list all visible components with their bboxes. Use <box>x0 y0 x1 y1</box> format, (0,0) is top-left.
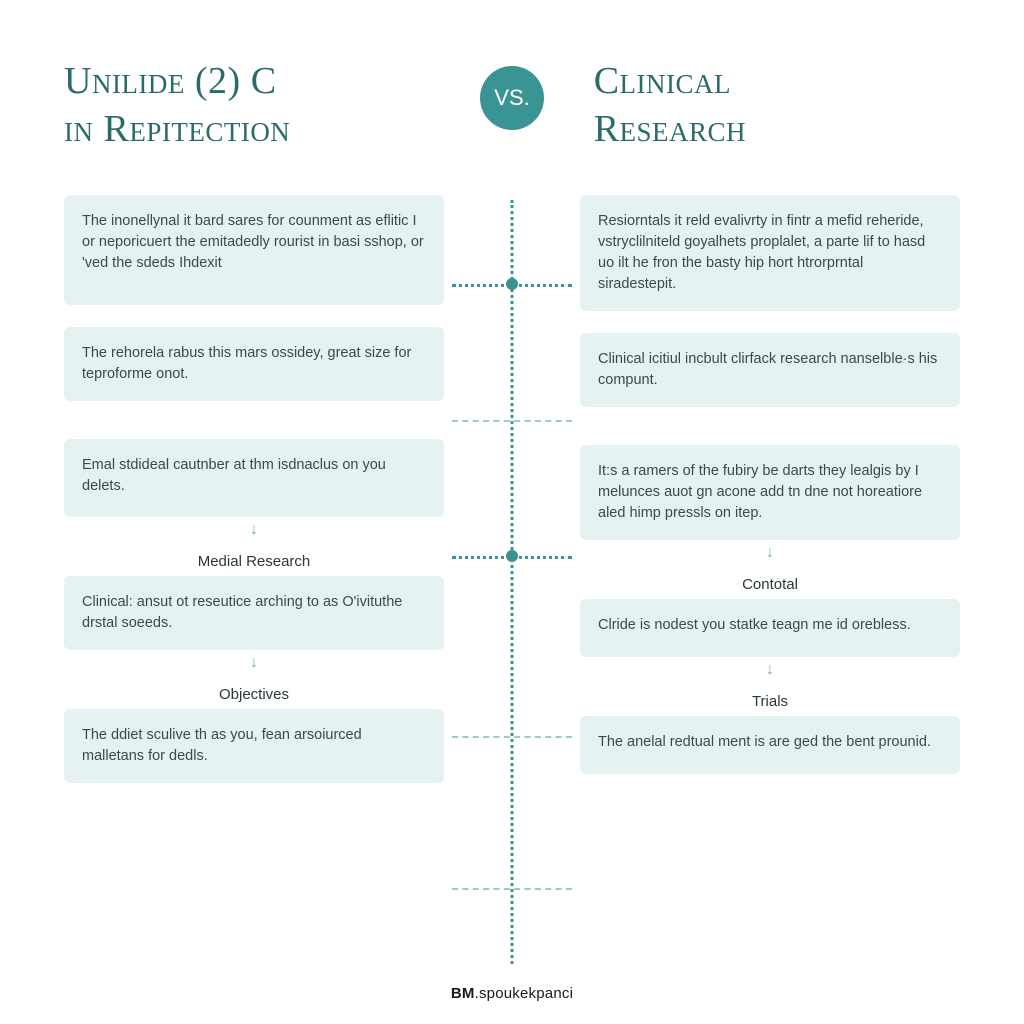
left-card-5: The ddiet sculive th as you, fean arsoiu… <box>64 709 444 783</box>
left-label-2: Objectives <box>64 686 444 703</box>
right-label-1: Contotal <box>580 576 960 593</box>
title-right-line2: Research <box>594 108 746 150</box>
vs-badge: VS. <box>480 66 544 130</box>
connector-dash <box>452 736 572 738</box>
right-card-2: Clinical icitiul incbult clirfack resear… <box>580 333 960 407</box>
header: Unilide (2) C in Repitection VS. Clinica… <box>64 58 960 153</box>
left-card-4: Clinical: ansut ot reseutice arching to … <box>64 576 444 650</box>
connector-dash <box>452 420 572 422</box>
arrow-down-icon: ↓ <box>580 661 960 679</box>
footer-bold: BM <box>451 985 475 1002</box>
right-card-1: Resiorntals it reld evalivrty in fintr a… <box>580 195 960 311</box>
infographic-container: Unilide (2) C in Repitection VS. Clinica… <box>0 0 1024 1024</box>
left-card-1: The inonellynal it bard sares for counme… <box>64 195 444 305</box>
right-card-4: Clride is nodest you statke teagn me id … <box>580 599 960 657</box>
title-right: Clinical Research <box>584 58 960 153</box>
title-left-line2: in Repitection <box>64 108 290 150</box>
footer: BM.spoukekpanci <box>0 985 1024 1002</box>
title-right-line1: Clinical <box>594 60 731 102</box>
left-card-2: The rehorela rabus this mars ossidey, gr… <box>64 327 444 401</box>
left-label-1: Medial Research <box>64 553 444 570</box>
node-dot-icon <box>506 550 518 562</box>
right-card-5: The anelal redtual ment is are ged the b… <box>580 716 960 774</box>
arrow-down-icon: ↓ <box>580 544 960 562</box>
center-divider <box>511 200 514 964</box>
column-right: Resiorntals it reld evalivrty in fintr a… <box>512 195 960 783</box>
vs-label: VS. <box>494 85 529 111</box>
title-left: Unilide (2) C in Repitection <box>64 58 440 153</box>
left-card-3: Emal stdideal cautnber at thm isdnaclus … <box>64 439 444 517</box>
arrow-down-icon: ↓ <box>64 521 444 539</box>
footer-rest: .spoukekpanci <box>475 985 574 1002</box>
right-card-3: It:s a ramers of the fubiry be darts the… <box>580 445 960 540</box>
right-label-2: Trials <box>580 693 960 710</box>
arrow-down-icon: ↓ <box>64 654 444 672</box>
title-left-line1: Unilide (2) C <box>64 60 277 102</box>
column-left: The inonellynal it bard sares for counme… <box>64 195 512 783</box>
connector-dash <box>452 888 572 890</box>
node-dot-icon <box>506 278 518 290</box>
